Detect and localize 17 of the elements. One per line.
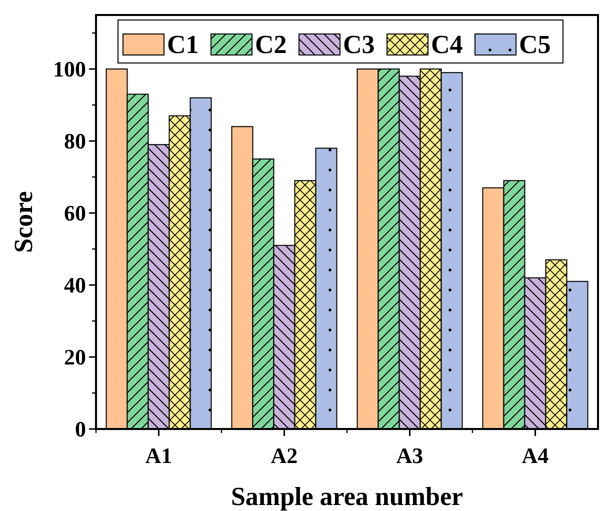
y-tick-label: 0 (75, 416, 86, 442)
legend-label: C1 (167, 30, 199, 59)
y-tick-label: 20 (64, 344, 86, 370)
legend-label: C5 (519, 30, 551, 59)
x-tick-label: A3 (396, 443, 424, 468)
x-axis-title: Sample area number (230, 482, 464, 511)
x-tick-label: A2 (270, 443, 298, 468)
y-tick-label: 40 (64, 272, 86, 298)
x-tick-label: A4 (522, 443, 549, 468)
y-axis-title: Score (9, 191, 38, 253)
y-tick-label: 80 (64, 128, 86, 154)
x-tick-label: A1 (145, 443, 172, 468)
legend-label: C2 (255, 30, 287, 59)
y-tick-label: 60 (64, 200, 86, 226)
y-tick-label: 100 (53, 56, 86, 82)
legend-label: C4 (431, 30, 463, 59)
legend-label: C3 (343, 30, 375, 59)
